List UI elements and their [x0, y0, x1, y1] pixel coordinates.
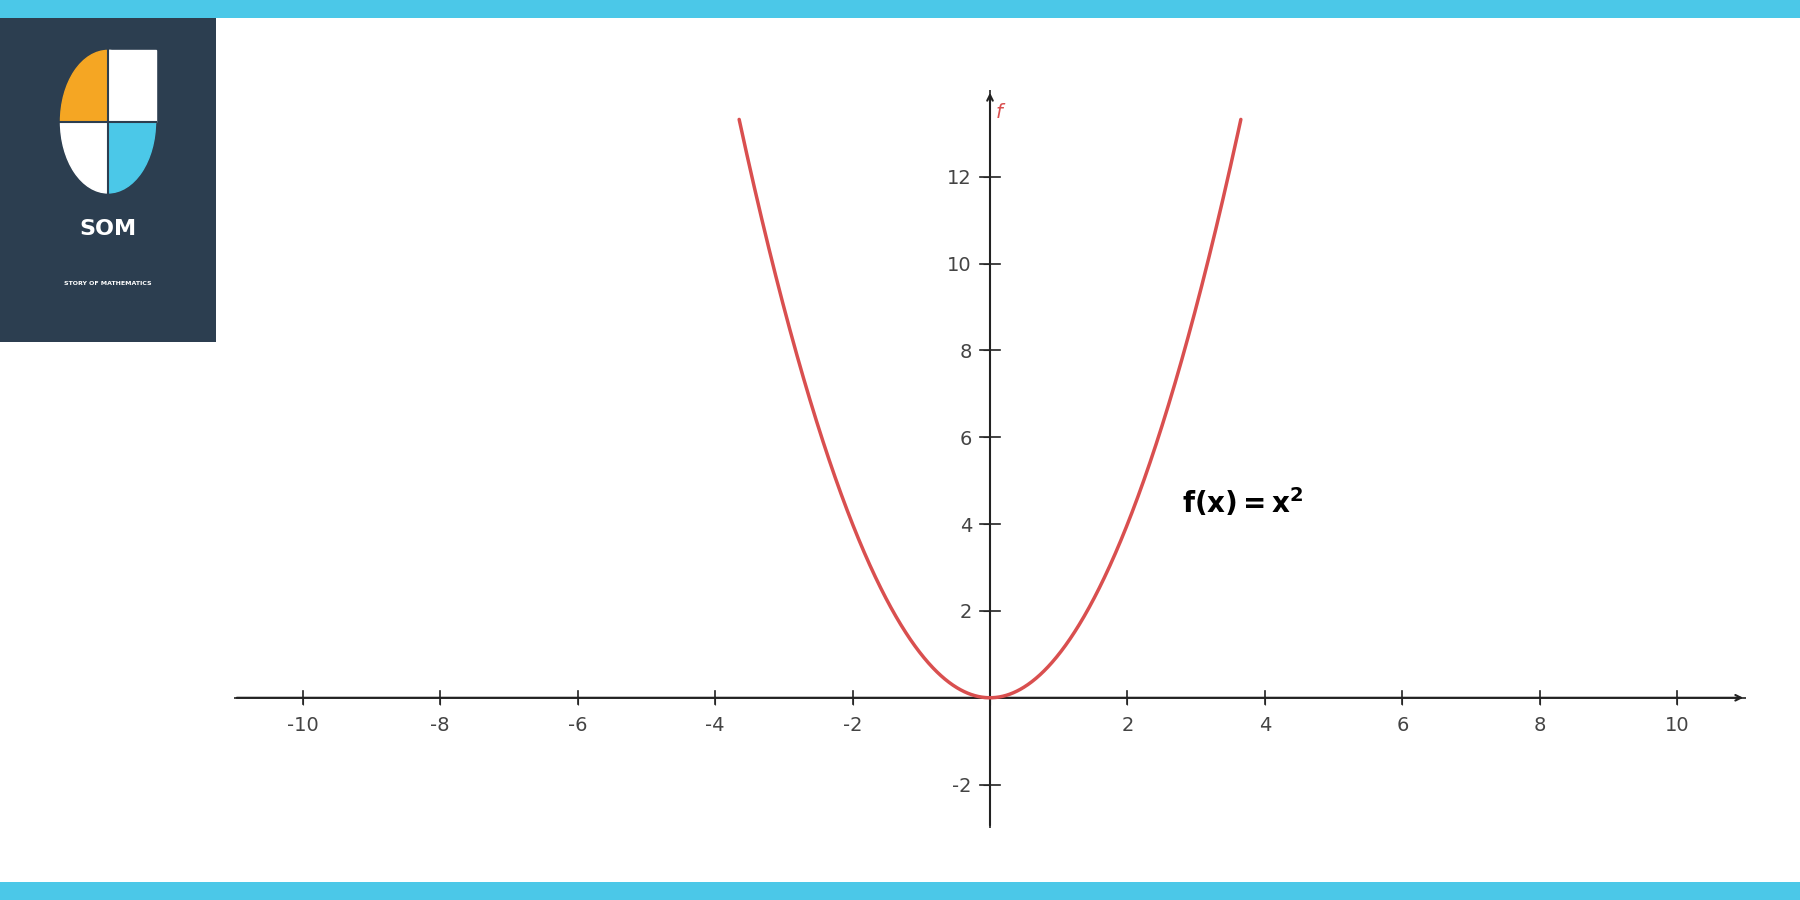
- Wedge shape: [108, 50, 155, 122]
- Wedge shape: [61, 122, 108, 193]
- Text: SOM: SOM: [79, 219, 137, 238]
- Text: $f$: $f$: [995, 103, 1006, 122]
- Polygon shape: [108, 50, 155, 122]
- Text: STORY OF MATHEMATICS: STORY OF MATHEMATICS: [65, 281, 151, 286]
- Wedge shape: [108, 122, 155, 193]
- Wedge shape: [61, 50, 108, 122]
- Text: $\mathbf{f(x) = x^2}$: $\mathbf{f(x) = x^2}$: [1183, 486, 1303, 519]
